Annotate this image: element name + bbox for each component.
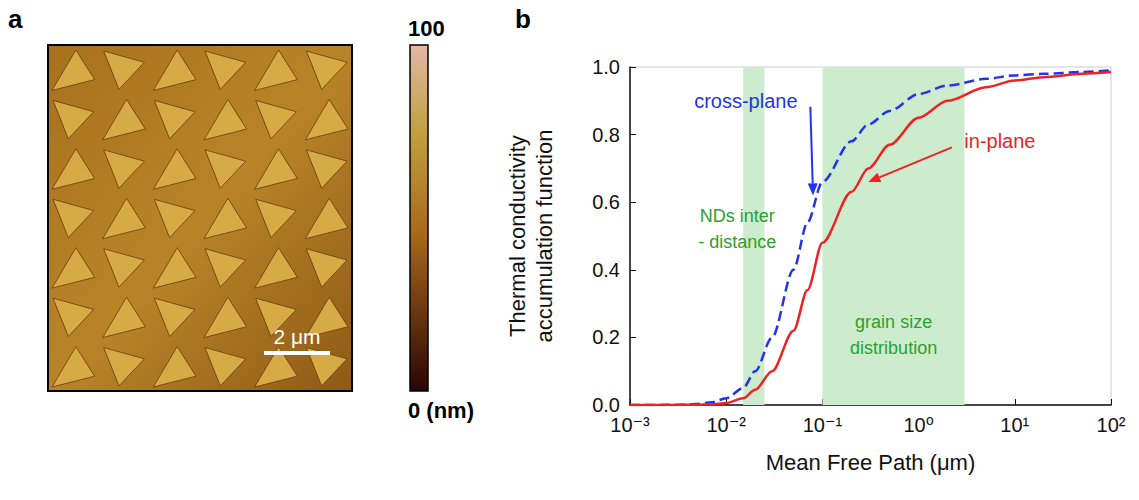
svg-text:0.8: 0.8	[592, 124, 620, 146]
svg-text:1.0: 1.0	[592, 56, 620, 78]
svg-text:0 (nm): 0 (nm)	[408, 398, 474, 423]
svg-text:2 μm: 2 μm	[273, 325, 320, 348]
svg-text:- distance: - distance	[698, 232, 776, 252]
svg-text:accumulation function: accumulation function	[532, 130, 557, 343]
svg-text:a: a	[8, 4, 23, 34]
svg-text:10⁻²: 10⁻²	[706, 414, 746, 436]
svg-text:100: 100	[408, 16, 445, 41]
svg-text:10⁻³: 10⁻³	[610, 414, 650, 436]
svg-text:Mean Free Path (μm): Mean Free Path (μm)	[766, 450, 976, 475]
svg-text:grain size: grain size	[855, 312, 932, 332]
svg-text:0.0: 0.0	[592, 394, 620, 416]
svg-text:10⁻¹: 10⁻¹	[803, 414, 843, 436]
svg-text:10¹: 10¹	[1000, 414, 1029, 436]
svg-text:b: b	[515, 4, 531, 34]
svg-text:0.6: 0.6	[592, 191, 620, 213]
svg-text:0.4: 0.4	[592, 259, 620, 281]
svg-text:10²: 10²	[1097, 414, 1126, 436]
svg-text:Thermal conductivity: Thermal conductivity	[505, 135, 530, 337]
svg-text:10⁰: 10⁰	[903, 414, 933, 436]
svg-text:0.2: 0.2	[592, 326, 620, 348]
svg-text:cross-plane: cross-plane	[694, 90, 797, 112]
svg-text:in-plane: in-plane	[964, 130, 1035, 152]
svg-text:distribution: distribution	[850, 338, 937, 358]
svg-text:NDs inter: NDs inter	[700, 206, 775, 226]
